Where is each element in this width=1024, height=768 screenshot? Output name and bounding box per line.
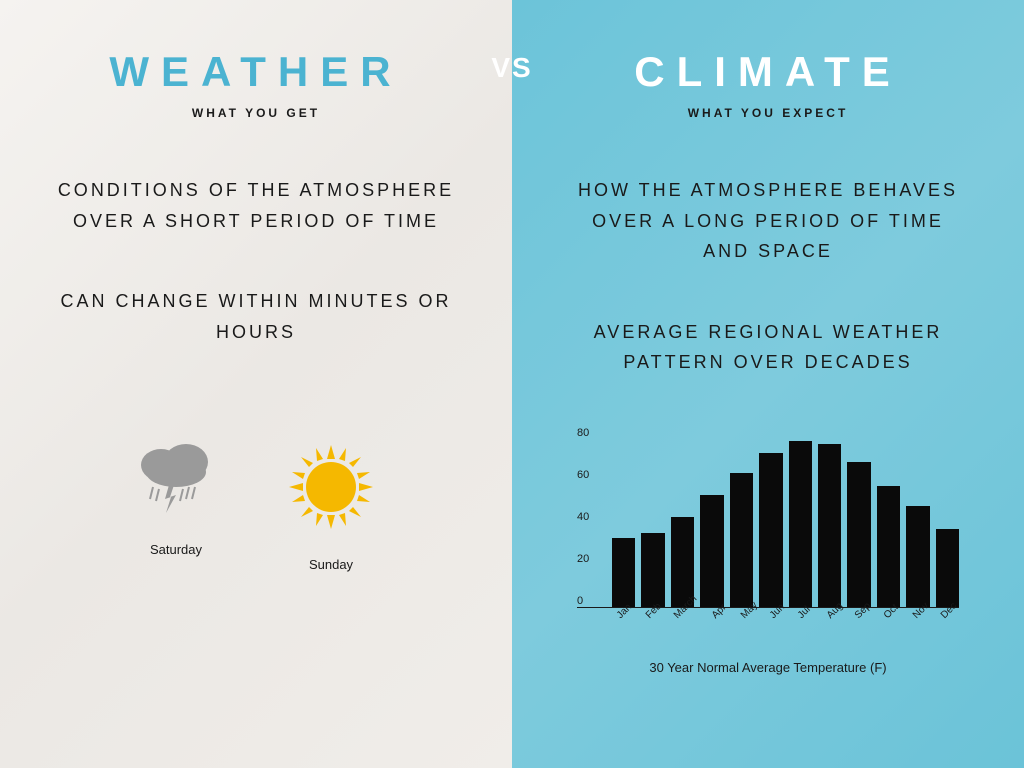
chart-bar [906, 506, 929, 607]
chart-title: 30 Year Normal Average Temperature (F) [577, 660, 959, 675]
weather-saturday: Saturday [131, 437, 221, 572]
chart-bar [877, 486, 900, 607]
chart-bar [818, 444, 841, 607]
chart-plot-area: 0 20 40 60 80 [577, 428, 959, 608]
y-tick: 20 [577, 554, 589, 565]
weather-title: WEATHER [35, 48, 477, 96]
chart-bar [730, 473, 753, 607]
chart-bar [700, 495, 723, 607]
chart-bar [759, 453, 782, 607]
chart-bar [789, 441, 812, 607]
y-tick: 40 [577, 512, 589, 523]
temperature-chart: 0 20 40 60 80 JanFebMarchAprMayJunJulAugSepO… [547, 428, 989, 675]
vs-label: VS [491, 52, 532, 84]
y-tick: 60 [577, 470, 589, 481]
weather-sunday: Sunday [281, 437, 381, 572]
weather-desc-1: CONDITIONS OF THE ATMOSPHERE OVER A SHOR… [35, 175, 477, 236]
day-label-saturday: Saturday [150, 542, 202, 557]
climate-title: CLIMATE [547, 48, 989, 96]
chart-bar [847, 462, 870, 607]
chart-bar [612, 538, 635, 607]
y-tick: 0 [577, 596, 589, 607]
y-tick: 80 [577, 428, 589, 439]
climate-panel: CLIMATE WHAT YOU EXPECT HOW THE ATMOSPHE… [512, 0, 1024, 768]
chart-x-axis: JanFebMarchAprMayJunJulAugSepOctNovDec [577, 616, 959, 644]
weather-desc-2: CAN CHANGE WITHIN MINUTES OR HOURS [35, 286, 477, 347]
chart-bar [641, 533, 664, 607]
chart-y-axis: 0 20 40 60 80 [577, 428, 589, 607]
weather-icons-row: Saturday Sunday [35, 437, 477, 572]
chart-bar [936, 529, 959, 607]
weather-subtitle: WHAT YOU GET [35, 106, 477, 120]
sun-icon [281, 437, 381, 537]
climate-desc-1: HOW THE ATMOSPHERE BEHAVES OVER A LONG P… [547, 175, 989, 267]
day-label-sunday: Sunday [309, 557, 353, 572]
climate-subtitle: WHAT YOU EXPECT [547, 106, 989, 120]
storm-cloud-icon [131, 437, 221, 522]
climate-desc-2: AVERAGE REGIONAL WEATHER PATTERN OVER DE… [547, 317, 989, 378]
weather-panel: WEATHER WHAT YOU GET CONDITIONS OF THE A… [0, 0, 512, 768]
